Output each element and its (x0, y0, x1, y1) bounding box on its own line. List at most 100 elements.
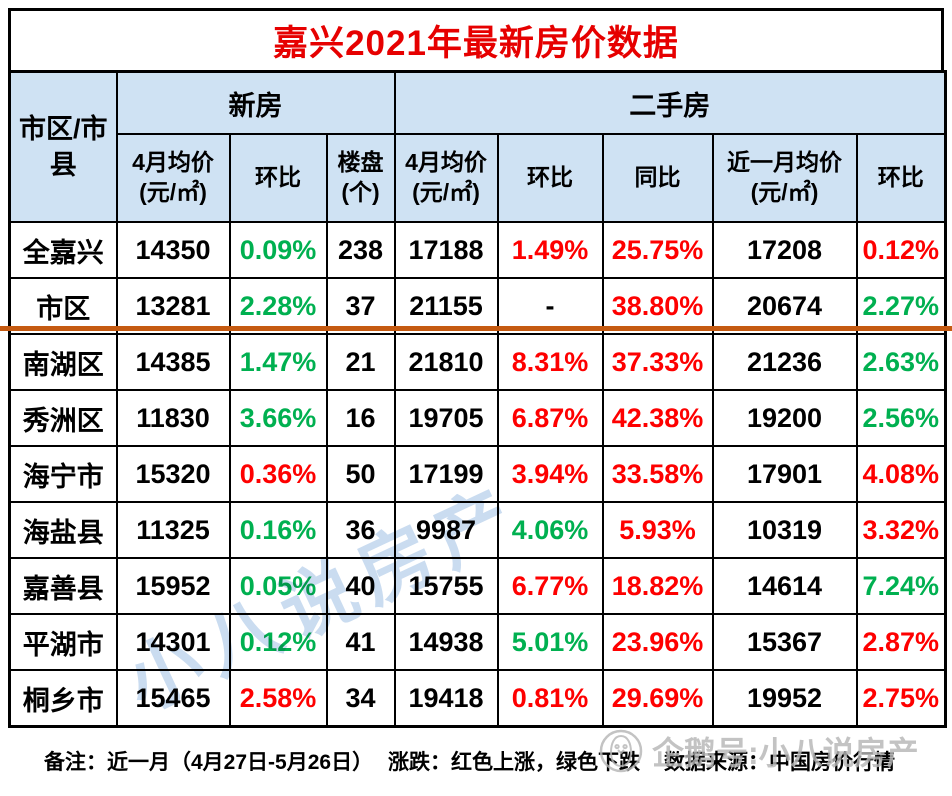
value-cell: 17188 (393, 221, 499, 279)
table-header: 市区/市县 新房 二手房 4月均价(元/㎡) 环比 楼盘(个) 4月均价(元/㎡… (8, 70, 947, 223)
title-bar: 嘉兴2021年最新房价数据 (8, 8, 944, 70)
col-header-used-yoy: 同比 (601, 133, 714, 223)
value-cell: 3.32% (855, 501, 947, 559)
col-header-used-mom: 环比 (496, 133, 604, 223)
region-label: 南湖区 (8, 333, 118, 391)
value-cell: 6.77% (496, 557, 604, 615)
value-cell: 17901 (711, 445, 858, 503)
group-header-row: 市区/市县 新房 二手房 (8, 70, 947, 223)
col-header-new-projects: 楼盘(个) (325, 133, 396, 223)
value-cell: 0.81% (496, 669, 604, 728)
value-cell: 0.12% (855, 221, 947, 279)
value-cell: 1.49% (496, 221, 604, 279)
value-cell: 19952 (711, 669, 858, 728)
sub-header-row: 4月均价(元/㎡) 环比 楼盘(个) 4月均价(元/㎡) 环比 同比 近一月均价… (10, 133, 947, 223)
page-title: 嘉兴2021年最新房价数据 (273, 24, 679, 63)
group-header-secondhand-homes: 二手房 (393, 70, 947, 135)
value-cell: 10319 (711, 501, 858, 559)
value-cell: 14938 (393, 613, 499, 671)
value-cell: 2.63% (855, 333, 947, 391)
group-header-new-homes: 新房 (115, 70, 396, 135)
value-cell: 14350 (115, 221, 231, 279)
value-cell: 21236 (711, 333, 858, 391)
value-cell: 42.38% (601, 389, 714, 447)
value-cell: 19418 (393, 669, 499, 728)
value-cell: 0.36% (228, 445, 328, 503)
value-cell: 29.69% (601, 669, 714, 728)
value-cell: 19200 (711, 389, 858, 447)
value-cell: 9987 (393, 501, 499, 559)
value-cell: 17199 (393, 445, 499, 503)
value-cell: 4.06% (496, 501, 604, 559)
value-cell: 50 (325, 445, 396, 503)
price-table: 市区/市县 新房 二手房 4月均价(元/㎡) 环比 楼盘(个) 4月均价(元/㎡… (8, 70, 947, 728)
col-header-used-lastmonth-avg: 近一月均价(元/㎡) (711, 133, 858, 223)
value-cell: 15367 (711, 613, 858, 671)
value-cell: 33.58% (601, 445, 714, 503)
value-cell: 0.09% (228, 221, 328, 279)
orange-divider-line (0, 326, 952, 331)
table-row: 南湖区 14385 1.47% 21 21810 8.31% 37.33% 21236 2.63… (8, 333, 947, 391)
value-cell: 15755 (393, 557, 499, 615)
value-cell: 0.12% (228, 613, 328, 671)
value-cell: 14614 (711, 557, 858, 615)
table-row: 全嘉兴 14350 0.09% 238 17188 1.49% 25.75% 17208 0.1… (8, 221, 947, 279)
footer-note: 备注：近一月（4月27日-5月26日） (44, 751, 374, 774)
col-header-used-lastmonth-mom: 环比 (855, 133, 947, 223)
value-cell: 15465 (115, 669, 231, 728)
value-cell: 5.93% (601, 501, 714, 559)
value-cell: 15320 (115, 445, 231, 503)
value-cell: 25.75% (601, 221, 714, 279)
value-cell: 40 (325, 557, 396, 615)
region-label: 桐乡市 (8, 669, 118, 728)
value-cell: 17208 (711, 221, 858, 279)
value-cell: 14301 (115, 613, 231, 671)
value-cell: 6.87% (496, 389, 604, 447)
value-cell: 238 (325, 221, 396, 279)
value-cell: 2.75% (855, 669, 947, 728)
value-cell: 37 (325, 277, 396, 335)
value-cell: 18.82% (601, 557, 714, 615)
value-cell: 21810 (393, 333, 499, 391)
value-cell: 23.96% (601, 613, 714, 671)
value-cell: 4.08% (855, 445, 947, 503)
value-cell: 2.28% (228, 277, 328, 335)
price-table-body: 全嘉兴 14350 0.09% 238 17188 1.49% 25.75% 17208 0.1… (8, 221, 947, 728)
value-cell: 0.16% (228, 501, 328, 559)
value-cell: 21 (325, 333, 396, 391)
value-cell: 5.01% (496, 613, 604, 671)
value-cell: 1.47% (228, 333, 328, 391)
footer-data-source: 数据来源：中国房价行情 (664, 751, 895, 774)
table-row: 桐乡市 15465 2.58% 34 19418 0.81% 29.69% 19952 2.75… (8, 669, 947, 728)
value-cell: 11830 (115, 389, 231, 447)
value-cell: 14385 (115, 333, 231, 391)
region-label: 海宁市 (8, 445, 118, 503)
value-cell: 15952 (115, 557, 231, 615)
col-header-new-mom: 环比 (228, 133, 328, 223)
value-cell: - (496, 277, 604, 335)
table-row: 平湖市 14301 0.12% 41 14938 5.01% 23.96% 15367 2.87… (8, 613, 947, 671)
value-cell: 11325 (115, 501, 231, 559)
table-row: 嘉善县 15952 0.05% 40 15755 6.77% 18.82% 14614 7.24… (8, 557, 947, 615)
value-cell: 36 (325, 501, 396, 559)
value-cell: 2.56% (855, 389, 947, 447)
value-cell: 8.31% (496, 333, 604, 391)
value-cell: 3.66% (228, 389, 328, 447)
value-cell: 2.87% (855, 613, 947, 671)
table-frame: 嘉兴2021年最新房价数据 市区/市县 新房 二手房 4月均价(元/㎡) 环比 … (8, 8, 947, 728)
value-cell: 19705 (393, 389, 499, 447)
table-row: 秀洲区 11830 3.66% 16 19705 6.87% 42.38% 19200 2.56… (8, 389, 947, 447)
value-cell: 0.05% (228, 557, 328, 615)
value-cell: 20674 (711, 277, 858, 335)
table-row: 海宁市 15320 0.36% 50 17199 3.94% 33.58% 17901 4.08… (8, 445, 947, 503)
value-cell: 7.24% (855, 557, 947, 615)
region-label: 市区 (8, 277, 118, 335)
col-header-new-april-avg: 4月均价(元/㎡) (115, 133, 231, 223)
table-row: 市区 13281 2.28% 37 21155-38.80% 20674 2.27% (8, 277, 947, 335)
value-cell: 38.80% (601, 277, 714, 335)
region-label: 嘉善县 (8, 557, 118, 615)
region-label: 海盐县 (8, 501, 118, 559)
value-cell: 3.94% (496, 445, 604, 503)
value-cell: 13281 (115, 277, 231, 335)
